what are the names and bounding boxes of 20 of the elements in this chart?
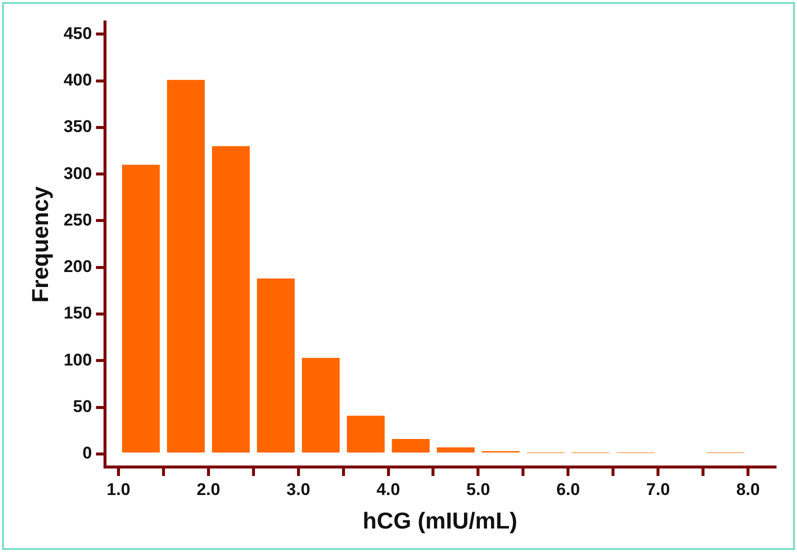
x-tick-label: 8.0 (736, 480, 760, 499)
y-tick-label: 400 (64, 70, 92, 90)
y-tick-label: 250 (64, 210, 92, 230)
y-tick-label: 350 (64, 117, 92, 136)
y-axis-title: Frequency (27, 186, 54, 303)
y-tick-label: 100 (64, 350, 92, 370)
x-tick-label: 3.0 (286, 480, 310, 499)
y-tick-label: 50 (73, 396, 92, 416)
x-tick-label: 1.0 (106, 480, 130, 499)
y-tick-label: 200 (64, 257, 92, 276)
y-tick-label: 0 (82, 444, 92, 463)
y-tick-label: 300 (64, 164, 92, 183)
y-tick-label: 450 (64, 24, 92, 43)
x-tick-label: 5.0 (466, 480, 490, 499)
x-tick-label: 7.0 (646, 480, 670, 499)
x-tick-label: 4.0 (376, 480, 400, 499)
x-axis-title: hCG (mIU/mL) (362, 508, 518, 534)
x-tick-label: 2.0 (196, 480, 220, 499)
x-tick-label: 6.0 (556, 480, 580, 499)
y-tick-label: 150 (64, 304, 92, 323)
